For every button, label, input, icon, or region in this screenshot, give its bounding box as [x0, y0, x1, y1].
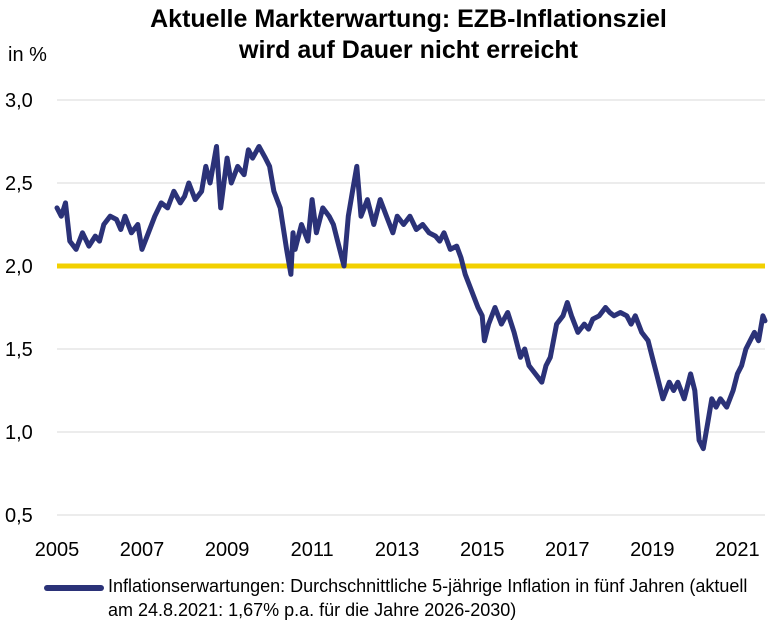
x-tick-label: 2021 — [715, 539, 760, 561]
chart-title: Aktuelle Markterwartung: EZB-Inflationsz… — [40, 4, 777, 66]
chart-title-line-1: Aktuelle Markterwartung: EZB-Inflationsz… — [150, 5, 667, 33]
x-tick-label: 2005 — [35, 539, 80, 561]
x-tick-label: 2017 — [545, 539, 590, 561]
y-tick-label: 2,5 — [5, 173, 33, 195]
y-tick-label: 1,0 — [5, 422, 33, 444]
y-axis-unit-label: in % — [8, 44, 47, 66]
y-axis-ticks: 0,5 1,0 1,5 2,0 2,5 3,0 — [5, 90, 33, 527]
legend-label: Inflationserwartungen: Durchschnittliche… — [108, 576, 748, 620]
x-tick-label: 2013 — [375, 539, 420, 561]
y-tick-label: 3,0 — [5, 90, 33, 112]
series-line-inflation-expectations — [54, 144, 768, 452]
y-tick-label: 0,5 — [5, 505, 33, 527]
x-tick-label: 2015 — [460, 539, 505, 561]
x-tick-label: 2019 — [630, 539, 675, 561]
x-tick-label: 2009 — [205, 539, 250, 561]
x-tick-label: 2011 — [291, 539, 334, 561]
gridlines — [57, 99, 765, 516]
chart-title-line-2: wird auf Dauer nicht erreicht — [239, 36, 578, 64]
y-tick-label: 1,5 — [5, 339, 33, 361]
y-tick-label: 2,0 — [5, 256, 33, 278]
x-tick-label: 2007 — [120, 539, 165, 561]
legend-swatch — [44, 585, 104, 591]
x-axis-ticks: 2005 2007 2009 2011 2013 2015 2017 2019 2021 — [35, 539, 760, 561]
